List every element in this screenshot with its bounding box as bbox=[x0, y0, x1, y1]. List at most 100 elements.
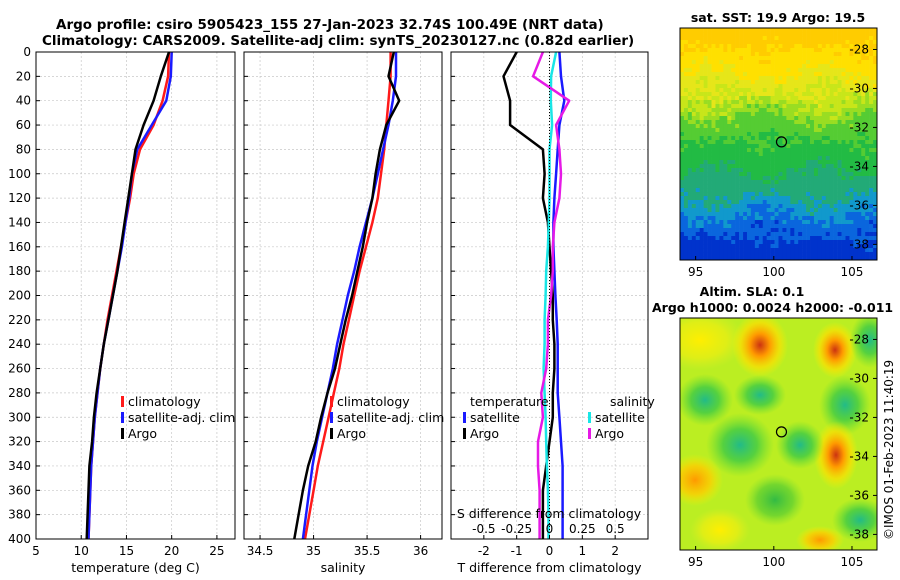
sst-cell bbox=[762, 76, 767, 81]
sst-cell bbox=[782, 236, 787, 241]
sst-cell bbox=[786, 256, 791, 260]
sst-cell bbox=[825, 104, 831, 109]
sst-cell bbox=[869, 176, 874, 181]
sst-cell bbox=[735, 224, 740, 229]
sst-cell bbox=[683, 56, 689, 61]
sst-cell bbox=[750, 136, 756, 141]
sst-cell bbox=[837, 216, 842, 221]
sst-cell bbox=[821, 128, 827, 133]
sst-cell bbox=[821, 140, 827, 145]
sst-cell bbox=[873, 252, 877, 257]
sst-cell bbox=[873, 36, 877, 41]
sst-cell bbox=[750, 168, 756, 173]
sst-cell bbox=[687, 60, 693, 65]
sst-cell bbox=[703, 208, 708, 213]
sst-cell bbox=[869, 220, 874, 225]
sst-cell bbox=[731, 200, 736, 205]
sst-cell bbox=[865, 228, 870, 233]
sst-cell bbox=[711, 172, 716, 177]
sst-cell bbox=[743, 220, 748, 225]
sst-cell bbox=[861, 172, 866, 177]
sst-cell bbox=[699, 56, 704, 61]
sst-cell bbox=[687, 32, 693, 37]
sst-cell bbox=[707, 108, 712, 113]
sst-cell bbox=[683, 212, 689, 217]
sst-cell bbox=[699, 180, 704, 185]
sst-cell bbox=[782, 160, 787, 165]
sst-cell bbox=[707, 92, 712, 97]
sst-cell bbox=[813, 80, 819, 85]
sst-cell bbox=[810, 32, 815, 37]
sst-cell bbox=[865, 132, 870, 137]
sst-cell bbox=[680, 252, 685, 257]
sst-cell bbox=[766, 84, 771, 89]
sst-cell bbox=[754, 116, 760, 121]
sst-cell bbox=[766, 248, 771, 253]
sst-cell bbox=[853, 180, 858, 185]
sst-cell bbox=[707, 120, 712, 125]
sst-cell bbox=[735, 36, 740, 41]
sst-cell bbox=[707, 224, 712, 229]
sst-cell bbox=[719, 124, 724, 129]
sst-cell bbox=[849, 212, 854, 217]
sst-cell bbox=[853, 228, 858, 233]
sst-cell bbox=[715, 148, 720, 153]
sst-cell bbox=[794, 200, 799, 205]
sst-cell bbox=[869, 108, 874, 113]
sst-cell bbox=[746, 220, 752, 225]
sst-cell bbox=[766, 120, 771, 125]
x-tick-label: 15 bbox=[119, 544, 134, 558]
sst-cell bbox=[695, 188, 700, 193]
sst-cell bbox=[683, 100, 689, 105]
sst-cell bbox=[825, 40, 831, 45]
sst-cell bbox=[782, 76, 787, 81]
sst-cell bbox=[794, 164, 799, 169]
sst-cell bbox=[770, 108, 775, 113]
sst-cell bbox=[806, 156, 811, 161]
sst-cell bbox=[770, 116, 775, 121]
sst-cell bbox=[766, 204, 771, 209]
sst-cell bbox=[790, 108, 795, 113]
sst-cell bbox=[813, 200, 819, 205]
sst-cell bbox=[841, 84, 846, 89]
sst-cell bbox=[680, 184, 685, 189]
x-tick-label: 10 bbox=[74, 544, 89, 558]
sst-cell bbox=[794, 160, 799, 165]
sst-cell bbox=[723, 228, 728, 233]
sst-cell bbox=[746, 112, 752, 117]
sst-cell bbox=[770, 196, 775, 201]
sst-cell bbox=[766, 156, 771, 161]
sst-cell bbox=[810, 76, 815, 81]
sst-cell bbox=[802, 160, 807, 165]
sst-cell bbox=[703, 252, 708, 257]
sst-cell bbox=[739, 52, 744, 57]
sst-cell bbox=[806, 200, 811, 205]
sst-cell bbox=[687, 180, 693, 185]
sst-cell bbox=[794, 220, 799, 225]
sst-cell bbox=[715, 212, 720, 217]
sst-cell bbox=[750, 220, 756, 225]
sst-cell bbox=[790, 64, 795, 69]
sst-cell bbox=[802, 56, 807, 61]
sst-cell bbox=[849, 184, 854, 189]
sst-cell bbox=[786, 228, 791, 233]
sst-cell bbox=[845, 164, 850, 169]
sst-cell bbox=[723, 88, 728, 93]
sst-cell bbox=[731, 184, 736, 189]
sst-cell bbox=[857, 176, 862, 181]
sst-cell bbox=[837, 52, 842, 57]
sst-cell bbox=[703, 184, 708, 189]
y-tick-label: 100 bbox=[8, 167, 31, 181]
sst-cell bbox=[802, 52, 807, 57]
sst-cell bbox=[794, 112, 799, 117]
sst-cell bbox=[817, 160, 823, 165]
sst-cell bbox=[735, 152, 740, 157]
sst-cell bbox=[707, 144, 712, 149]
sst-cell bbox=[817, 152, 823, 157]
sst-cell bbox=[857, 216, 862, 221]
sst-cell bbox=[699, 72, 704, 77]
sst-cell bbox=[719, 152, 724, 157]
sst-cell bbox=[782, 168, 787, 173]
sst-cell bbox=[829, 108, 834, 113]
